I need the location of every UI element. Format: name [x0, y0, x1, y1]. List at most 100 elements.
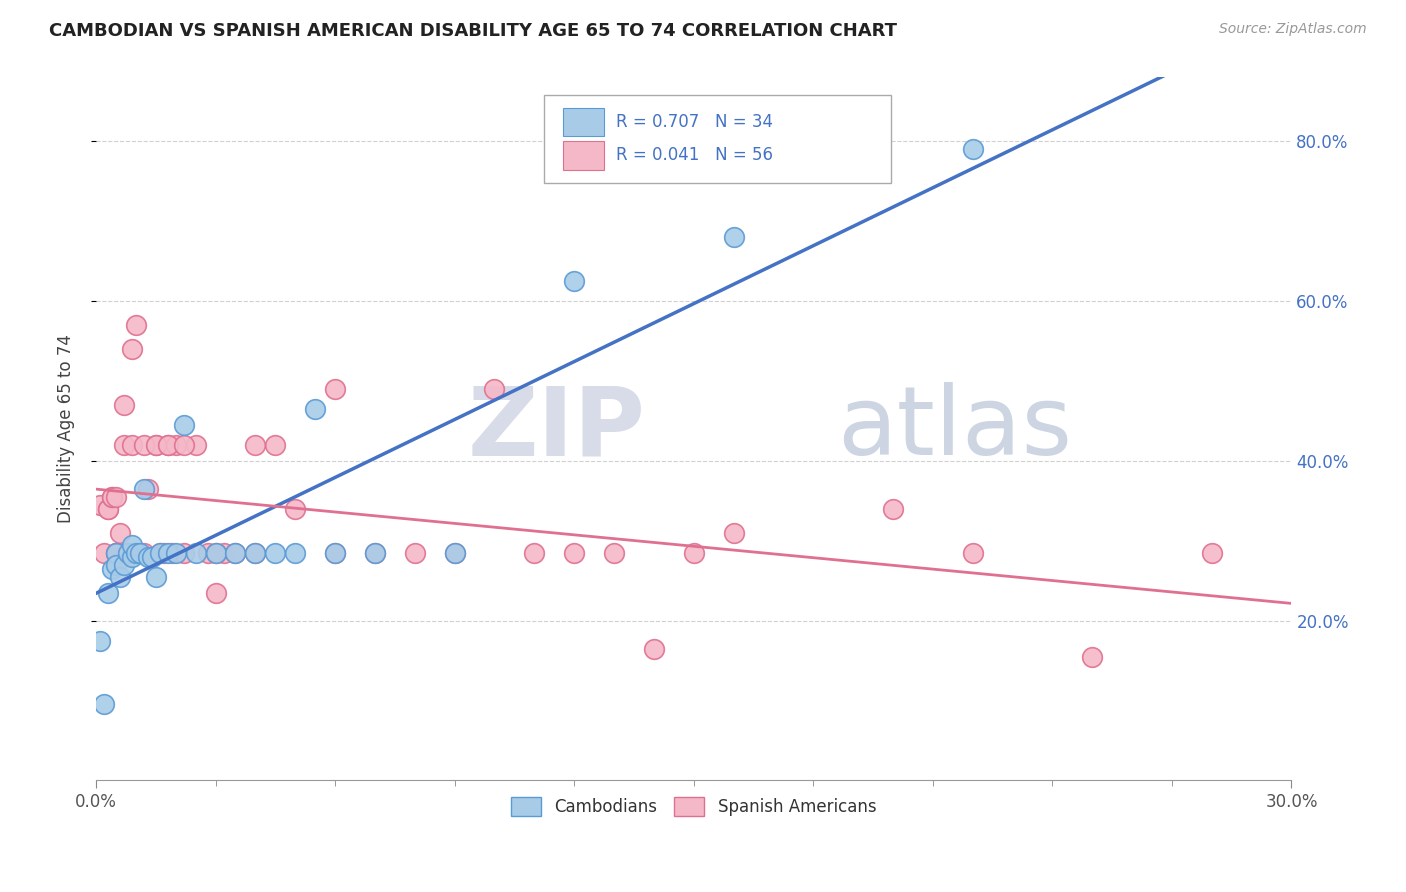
- Point: [212, 546, 235, 560]
- Text: R = 0.041   N = 56: R = 0.041 N = 56: [616, 146, 773, 164]
- Point: [562, 274, 585, 288]
- Text: R = 0.707   N = 34: R = 0.707 N = 34: [616, 112, 773, 131]
- Text: Source: ZipAtlas.com: Source: ZipAtlas.com: [1219, 22, 1367, 37]
- Point: [149, 546, 172, 560]
- Point: [128, 546, 150, 560]
- Point: [145, 438, 167, 452]
- Point: [404, 546, 426, 560]
- Point: [104, 546, 127, 560]
- Point: [97, 501, 120, 516]
- Text: ZIP: ZIP: [468, 383, 645, 475]
- Point: [165, 438, 187, 452]
- Point: [136, 482, 159, 496]
- Point: [204, 546, 226, 560]
- Point: [156, 438, 179, 452]
- Point: [104, 546, 127, 560]
- Point: [117, 546, 139, 560]
- Point: [304, 401, 326, 416]
- Point: [132, 438, 155, 452]
- Point: [204, 546, 226, 560]
- Point: [121, 438, 143, 452]
- Point: [562, 546, 585, 560]
- Point: [484, 382, 506, 396]
- Point: [443, 546, 465, 560]
- Point: [145, 569, 167, 583]
- Point: [962, 142, 984, 156]
- Point: [245, 438, 267, 452]
- Point: [132, 546, 155, 560]
- Point: [264, 438, 287, 452]
- Point: [145, 438, 167, 452]
- Point: [643, 641, 665, 656]
- Point: [284, 501, 307, 516]
- Point: [152, 546, 174, 560]
- Point: [173, 546, 195, 560]
- FancyBboxPatch shape: [564, 142, 605, 169]
- Text: CAMBODIAN VS SPANISH AMERICAN DISABILITY AGE 65 TO 74 CORRELATION CHART: CAMBODIAN VS SPANISH AMERICAN DISABILITY…: [49, 22, 897, 40]
- Point: [1201, 546, 1223, 560]
- Point: [121, 549, 143, 564]
- Point: [173, 417, 195, 432]
- Point: [93, 698, 115, 712]
- Point: [101, 490, 124, 504]
- Point: [141, 549, 163, 564]
- Point: [136, 549, 159, 564]
- Point: [132, 482, 155, 496]
- Legend: Cambodians, Spanish Americans: Cambodians, Spanish Americans: [503, 789, 884, 825]
- Point: [224, 546, 246, 560]
- Point: [323, 382, 346, 396]
- Point: [121, 342, 143, 356]
- FancyBboxPatch shape: [564, 108, 605, 136]
- Point: [104, 558, 127, 572]
- Point: [682, 546, 704, 560]
- Point: [104, 490, 127, 504]
- Point: [224, 546, 246, 560]
- Point: [89, 498, 111, 512]
- Point: [93, 546, 115, 560]
- Point: [184, 438, 207, 452]
- Point: [264, 546, 287, 560]
- Point: [125, 318, 148, 332]
- Point: [204, 585, 226, 599]
- Point: [165, 546, 187, 560]
- Point: [284, 546, 307, 560]
- Point: [112, 438, 135, 452]
- Point: [603, 546, 626, 560]
- Point: [149, 546, 172, 560]
- Point: [184, 546, 207, 560]
- Point: [97, 501, 120, 516]
- Point: [97, 585, 120, 599]
- Point: [443, 546, 465, 560]
- Point: [108, 569, 131, 583]
- Point: [1081, 649, 1104, 664]
- Point: [245, 546, 267, 560]
- Point: [523, 546, 546, 560]
- Point: [104, 546, 127, 560]
- Point: [121, 538, 143, 552]
- Point: [723, 525, 745, 540]
- Point: [197, 546, 219, 560]
- Point: [89, 633, 111, 648]
- Point: [156, 546, 179, 560]
- Point: [245, 546, 267, 560]
- Point: [364, 546, 387, 560]
- Point: [160, 546, 183, 560]
- Point: [364, 546, 387, 560]
- Text: atlas: atlas: [837, 383, 1073, 475]
- Point: [156, 438, 179, 452]
- Point: [108, 525, 131, 540]
- Y-axis label: Disability Age 65 to 74: Disability Age 65 to 74: [58, 334, 75, 524]
- Point: [112, 398, 135, 412]
- Point: [101, 561, 124, 575]
- Point: [962, 546, 984, 560]
- FancyBboxPatch shape: [544, 95, 891, 183]
- Point: [173, 438, 195, 452]
- Point: [101, 490, 124, 504]
- Point: [882, 501, 904, 516]
- Point: [723, 230, 745, 244]
- Point: [117, 546, 139, 560]
- Point: [112, 558, 135, 572]
- Point: [323, 546, 346, 560]
- Point: [125, 546, 148, 560]
- Point: [128, 546, 150, 560]
